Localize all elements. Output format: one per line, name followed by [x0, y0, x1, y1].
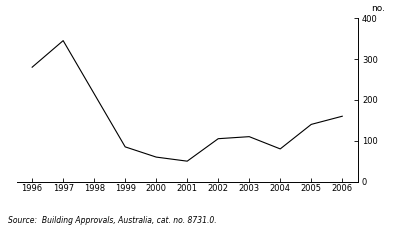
Y-axis label: no.: no.: [371, 4, 385, 13]
Text: Source:  Building Approvals, Australia, cat. no. 8731.0.: Source: Building Approvals, Australia, c…: [8, 216, 217, 225]
